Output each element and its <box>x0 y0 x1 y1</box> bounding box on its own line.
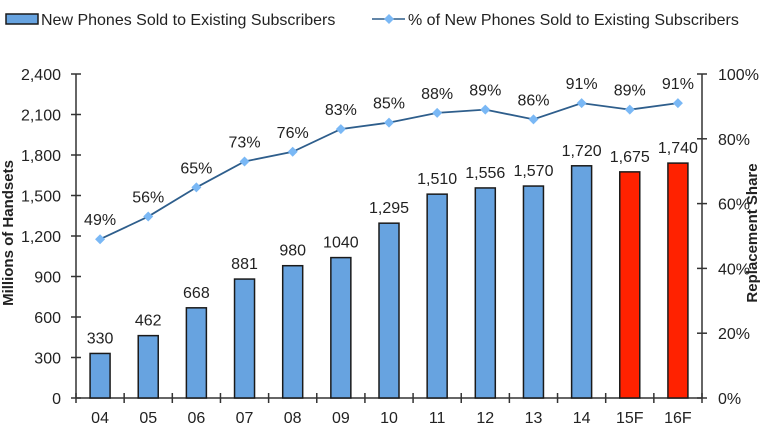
bar <box>474 187 497 399</box>
bar <box>378 222 400 399</box>
y-left-tick-label: 2,400 <box>21 67 61 84</box>
line-marker <box>576 98 587 109</box>
legend-line-marker <box>384 14 394 24</box>
x-tick-label: 09 <box>332 410 350 427</box>
bar-data-label: 881 <box>231 256 258 273</box>
legend-line-label: % of New Phones Sold to Existing Subscri… <box>408 12 739 29</box>
y-left-tick-label: 1,500 <box>21 189 61 206</box>
bar-data-label: 330 <box>87 330 114 347</box>
line-marker <box>95 234 106 245</box>
line-data-label: 83% <box>325 102 357 119</box>
y-right-tick-label: 20% <box>718 326 750 343</box>
line-marker <box>672 98 683 109</box>
y-left-tick-label: 1,200 <box>21 229 61 246</box>
x-tick-label: 13 <box>525 410 543 427</box>
line-data-label: 91% <box>662 76 694 93</box>
x-tick-label: 16F <box>664 410 692 427</box>
bar <box>619 171 641 399</box>
bar-data-label: 668 <box>183 285 210 302</box>
line-data-label: 86% <box>517 92 549 109</box>
x-tick-label: 06 <box>187 410 205 427</box>
bar-data-label: 980 <box>279 243 306 260</box>
bar <box>233 278 256 399</box>
line-data-label: 56% <box>132 190 164 207</box>
x-tick-label: 04 <box>91 410 109 427</box>
line-marker <box>335 124 346 135</box>
bar-data-label: 1,570 <box>513 163 553 180</box>
bar <box>185 307 208 399</box>
y-left-axis-title: Millions of Handsets <box>0 160 17 306</box>
legend-bar-swatch <box>5 13 39 25</box>
bar-data-labels: 330 462 668 881 980 1040 1,295 1,510 1,556 1,570 1… <box>87 140 698 347</box>
bar-data-label: 1,295 <box>369 200 409 217</box>
bar <box>522 185 545 399</box>
line-data-label: 65% <box>180 160 212 177</box>
line-marker <box>480 104 491 115</box>
line-data-label: 49% <box>84 212 116 229</box>
y-left-tick-label: 600 <box>34 310 61 327</box>
line-marker <box>287 146 298 157</box>
line-data-label: 89% <box>469 83 501 100</box>
line-data-label: 85% <box>373 96 405 113</box>
x-tick-label: 10 <box>380 410 398 427</box>
bar <box>89 352 111 399</box>
y-right-tick-label: 100% <box>718 67 759 84</box>
y-right-tick-label: 0% <box>718 391 741 408</box>
bar <box>667 162 689 399</box>
line-marker <box>432 107 443 118</box>
line-data-label: 91% <box>566 76 598 93</box>
line-data-label: 89% <box>614 83 646 100</box>
legend: New Phones Sold to Existing Subscribers … <box>5 12 739 29</box>
y-left-tick-label: 1,800 <box>21 148 61 165</box>
bar-data-label: 462 <box>135 313 162 330</box>
line-marker <box>384 117 394 128</box>
line-marker <box>191 182 202 193</box>
line-data-label: 76% <box>277 125 309 142</box>
line-series <box>95 98 683 245</box>
y-right-ticks: 0% 20% 40% 60% 80% 100% <box>697 67 759 408</box>
y-left-tick-label: 0 <box>52 391 61 408</box>
x-tick-label: 08 <box>284 410 302 427</box>
x-tick-label: 14 <box>573 410 591 427</box>
bar-data-label: 1,675 <box>610 149 650 166</box>
y-left-tick-label: 300 <box>34 351 61 368</box>
y-left-ticks: 0 300 600 900 1,200 1,500 1,800 2,100 2,400 <box>21 67 81 408</box>
bar <box>330 256 352 399</box>
y-right-axis-title: Replacement Share <box>744 163 761 302</box>
x-tick-label: 12 <box>476 410 494 427</box>
bar-series <box>89 162 689 399</box>
y-right-tick-label: 60% <box>718 197 750 214</box>
line-marker <box>528 114 539 125</box>
y-left-tick-label: 2,100 <box>21 108 61 125</box>
x-tick-label: 05 <box>139 410 157 427</box>
bar <box>570 165 593 399</box>
y-right-tick-label: 40% <box>718 261 750 278</box>
line-data-label: 88% <box>421 86 453 103</box>
bar <box>281 264 304 399</box>
bar-data-label: 1,720 <box>562 143 602 160</box>
bar-data-label: 1040 <box>323 235 359 252</box>
y-left-tick-label: 900 <box>34 270 61 287</box>
x-tick-label: 07 <box>236 410 254 427</box>
y-right-tick-label: 80% <box>718 132 750 149</box>
x-ticks: 04 05 06 07 08 09 10 11 12 13 14 15F 16F <box>75 393 703 427</box>
bar <box>426 193 448 399</box>
bar-data-label: 1,510 <box>417 171 457 188</box>
legend-bar-label: New Phones Sold to Existing Subscribers <box>41 12 335 29</box>
x-tick-label: 15F <box>616 410 644 427</box>
line-data-label: 73% <box>229 134 261 151</box>
bar <box>137 334 159 399</box>
bar-data-label: 1,740 <box>658 140 698 157</box>
bar-data-label: 1,556 <box>465 165 505 182</box>
line-marker <box>624 104 635 115</box>
line-marker <box>143 211 154 222</box>
line-marker <box>239 156 250 167</box>
line-data-labels: 49% 56% 65% 73% 76% 83% 85% 88% 89% 86% 91% 89% 91% <box>84 76 694 229</box>
x-tick-label: 11 <box>429 410 446 427</box>
